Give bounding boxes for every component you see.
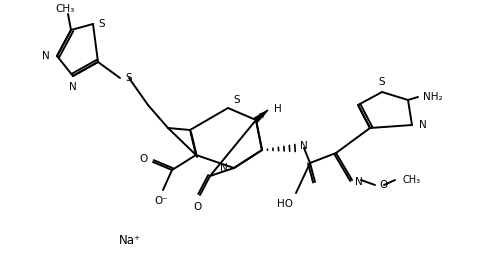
Text: N: N — [419, 120, 427, 130]
Text: N: N — [220, 163, 228, 173]
Text: CH₃: CH₃ — [55, 4, 74, 14]
Text: H: H — [274, 104, 282, 114]
Text: N: N — [69, 82, 77, 92]
Text: HO: HO — [277, 199, 293, 209]
Text: S: S — [233, 95, 239, 105]
Text: O: O — [140, 154, 148, 164]
Text: S: S — [379, 77, 385, 87]
Text: S: S — [98, 19, 105, 29]
Text: N: N — [300, 141, 308, 151]
Text: Na⁺: Na⁺ — [119, 234, 141, 247]
Polygon shape — [255, 110, 268, 122]
Text: NH₂: NH₂ — [423, 92, 443, 102]
Text: N: N — [42, 51, 50, 61]
Text: O⁻: O⁻ — [154, 196, 168, 206]
Text: CH₃: CH₃ — [403, 175, 421, 185]
Text: O: O — [379, 180, 387, 190]
Text: N: N — [355, 177, 363, 187]
Text: O: O — [194, 202, 202, 212]
Text: S: S — [125, 73, 132, 83]
